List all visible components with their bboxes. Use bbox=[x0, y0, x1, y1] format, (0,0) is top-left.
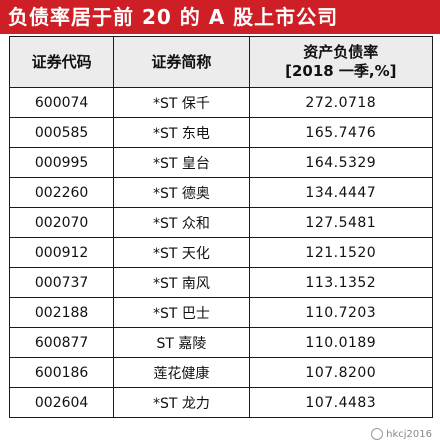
table-row: 600074 *ST 保千 272.0718 bbox=[8, 87, 434, 118]
cell-name: *ST 东电 bbox=[113, 117, 250, 148]
table-row: 000585 *ST 东电 165.7476 bbox=[8, 117, 434, 148]
cell-ratio: 110.7203 bbox=[248, 297, 434, 328]
cell-code: 600877 bbox=[8, 327, 115, 358]
cell-name: 莲花健康 bbox=[113, 357, 250, 388]
table-row: 002604 *ST 龙力 107.4483 bbox=[8, 387, 434, 418]
cell-name: *ST 南风 bbox=[113, 267, 250, 298]
cell-ratio: 110.0189 bbox=[248, 327, 434, 358]
table-header-row: 证券代码 证券简称 资产负债率 [2018 一季,%] bbox=[8, 36, 434, 88]
header-code: 证券代码 bbox=[8, 36, 115, 88]
cell-code: 000585 bbox=[8, 117, 115, 148]
cell-name: *ST 皇台 bbox=[113, 147, 250, 178]
cell-ratio: 107.8200 bbox=[248, 357, 434, 388]
cell-ratio: 113.1352 bbox=[248, 267, 434, 298]
cell-name: *ST 众和 bbox=[113, 207, 250, 238]
table-row: 000737 *ST 南风 113.1352 bbox=[8, 267, 434, 298]
cell-ratio: 121.1520 bbox=[248, 237, 434, 268]
cell-code: 000912 bbox=[8, 237, 115, 268]
header-ratio-line2: [2018 一季,%] bbox=[285, 62, 397, 80]
watermark: hkcj2016 bbox=[371, 428, 432, 440]
table-row: 002188 *ST 巴士 110.7203 bbox=[8, 297, 434, 328]
table-row: 000912 *ST 天化 121.1520 bbox=[8, 237, 434, 268]
cell-name: *ST 巴士 bbox=[113, 297, 250, 328]
cell-code: 002260 bbox=[8, 177, 115, 208]
cell-name: *ST 天化 bbox=[113, 237, 250, 268]
cell-ratio: 272.0718 bbox=[248, 87, 434, 118]
header-name: 证券简称 bbox=[113, 36, 250, 88]
header-ratio-line1: 资产负债率 bbox=[303, 43, 379, 61]
wechat-icon bbox=[371, 428, 384, 440]
cell-name: *ST 保千 bbox=[113, 87, 250, 118]
cell-code: 002188 bbox=[8, 297, 115, 328]
table-row: 600877 ST 嘉陵 110.0189 bbox=[8, 327, 434, 358]
cell-ratio: 164.5329 bbox=[248, 147, 434, 178]
cell-code: 600074 bbox=[8, 87, 115, 118]
cell-code: 000995 bbox=[8, 147, 115, 178]
cell-name: *ST 龙力 bbox=[113, 387, 250, 418]
watermark-text: hkcj2016 bbox=[386, 429, 432, 440]
cell-code: 002070 bbox=[8, 207, 115, 238]
page-title: 负债率居于前 20 的 A 股上市公司 bbox=[0, 0, 440, 34]
table-row: 600186 莲花健康 107.8200 bbox=[8, 357, 434, 388]
debt-ratio-table: 证券代码 证券简称 资产负债率 [2018 一季,%] 600074 *ST 保… bbox=[8, 36, 434, 418]
table-row: 002070 *ST 众和 127.5481 bbox=[8, 207, 434, 238]
cell-code: 000737 bbox=[8, 267, 115, 298]
cell-code: 600186 bbox=[8, 357, 115, 388]
cell-ratio: 134.4447 bbox=[248, 177, 434, 208]
cell-ratio: 127.5481 bbox=[248, 207, 434, 238]
table-row: 000995 *ST 皇台 164.5329 bbox=[8, 147, 434, 178]
cell-ratio: 165.7476 bbox=[248, 117, 434, 148]
cell-code: 002604 bbox=[8, 387, 115, 418]
cell-ratio: 107.4483 bbox=[248, 387, 434, 418]
table-row: 002260 *ST 德奥 134.4447 bbox=[8, 177, 434, 208]
cell-name: *ST 德奥 bbox=[113, 177, 250, 208]
header-ratio: 资产负债率 [2018 一季,%] bbox=[248, 36, 434, 88]
cell-name: ST 嘉陵 bbox=[113, 327, 250, 358]
